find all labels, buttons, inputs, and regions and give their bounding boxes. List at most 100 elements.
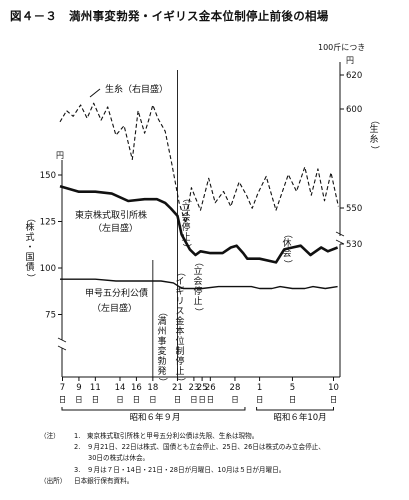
series-line-2: [60, 278, 338, 290]
labels-group: 75100125150円（株式・国債）530550600620100斤につき円（…: [25, 42, 380, 423]
x-tick-label: 10: [328, 383, 339, 393]
x-tick-label: 1: [257, 383, 262, 393]
left-tick-label: 75: [45, 311, 56, 321]
x-tick-label: 28: [230, 383, 241, 393]
x-tick-label: 18: [147, 383, 158, 393]
x-tick-label: 14: [115, 383, 126, 393]
x-tick-label: 11: [90, 383, 101, 393]
left-tick-label: 125: [40, 218, 56, 228]
svg-text:）: ）: [175, 377, 186, 386]
notes: （注） 1. 東京株式取引所株と甲号五分利公債は先限、生糸は現物。 2. ９月2…: [40, 431, 402, 487]
right-tick-label: 620: [346, 71, 362, 81]
note-2: 2. ９月21日、22日は株式、国債とも立会停止、25日、26日は株式のみ立会停…: [40, 442, 402, 453]
svg-text:変: 変: [157, 345, 166, 357]
svg-text:リ: リ: [175, 297, 184, 307]
note-3: 3. ９月は７日・14日・21日・28日が月曜日、10月は５日が月曜日。: [40, 465, 402, 476]
svg-text:止: 止: [193, 295, 202, 307]
svg-text:ス: ス: [175, 307, 184, 317]
svg-text:勃: 勃: [157, 355, 166, 367]
x-tick-label: 7: [60, 383, 65, 393]
svg-text:州: 州: [157, 326, 166, 337]
series-label-bond-scale: （左目盛）: [92, 302, 137, 314]
svg-text:発: 発: [157, 365, 166, 377]
left-axis-label: （株式・国債）: [25, 213, 36, 282]
svg-text:式: 式: [25, 231, 34, 243]
svg-text:休: 休: [282, 237, 291, 249]
svg-text:）: ）: [157, 377, 168, 386]
svg-text:立: 立: [181, 201, 190, 213]
series-label-leader: [89, 88, 101, 98]
right-axis-header: 100斤につき: [318, 42, 365, 52]
svg-text:停: 停: [181, 221, 190, 233]
right-tick-label: 530: [346, 240, 362, 250]
svg-text:・: ・: [25, 243, 34, 253]
chart: 75100125150円（株式・国債）530550600620100斤につき円（…: [25, 42, 380, 423]
right-tick-label: 600: [346, 105, 362, 115]
x-tick-label: 21: [172, 383, 183, 393]
right-axis-label: （生糸）: [369, 115, 380, 154]
x-day-marker: 日: [256, 395, 264, 404]
svg-text:（: （: [181, 193, 192, 202]
axes-group: [57, 62, 345, 411]
series-label-raw-silk: 生糸（右目盛）: [105, 83, 168, 95]
svg-text:満: 満: [157, 316, 166, 327]
x-tick-label: 16: [131, 383, 142, 393]
svg-text:会: 会: [181, 211, 190, 223]
svg-text:停: 停: [175, 355, 184, 367]
x-day-marker: 日: [133, 395, 141, 404]
left-tick-label: 150: [40, 171, 56, 181]
series-label-bond: 甲号五分利公債: [85, 287, 148, 299]
svg-text:イ: イ: [175, 277, 184, 287]
svg-text:（: （: [25, 213, 36, 222]
series-line-1: [59, 184, 339, 264]
series-group: [59, 102, 339, 290]
annotation-suspension-1: （立会停止）: [181, 193, 192, 252]
x-tick-label: 26: [205, 383, 216, 393]
x-day-marker: 日: [92, 395, 100, 404]
figure-title: 図４－３ 満州事変勃発・イギリス金本位制停止前後の相場: [10, 9, 329, 23]
svg-text:糸: 糸: [369, 133, 378, 145]
month-bracket-oct: [256, 407, 334, 411]
svg-text:（: （: [157, 307, 168, 316]
x-tick-label: 23: [188, 383, 199, 393]
source-note: （出所） 日本銀行保有資料。: [40, 476, 402, 487]
svg-text:債: 債: [25, 261, 34, 273]
svg-text:）: ）: [181, 243, 192, 252]
svg-text:本: 本: [175, 325, 184, 337]
svg-text:止: 止: [181, 231, 190, 243]
note-2-cont: 30日の株式は休会。: [40, 453, 402, 464]
x-day-marker: 日: [231, 395, 239, 404]
svg-text:位: 位: [175, 335, 184, 347]
svg-text:）: ）: [369, 145, 380, 154]
x-day-marker: 日: [207, 395, 215, 404]
x-day-marker: 日: [59, 395, 67, 404]
x-tick-label: 25: [197, 383, 208, 393]
svg-text:（: （: [282, 229, 293, 238]
x-tick-label: 9: [76, 383, 81, 393]
note-line-3: 30日の株式は休会。: [88, 454, 150, 463]
svg-text:会: 会: [282, 247, 291, 259]
x-day-marker: 日: [198, 395, 206, 404]
note-1: （注） 1. 東京株式取引所株と甲号五分利公債は先限、生糸は現物。: [40, 431, 402, 442]
svg-text:）: ）: [282, 259, 293, 268]
svg-text:立: 立: [193, 265, 202, 277]
svg-text:生: 生: [369, 123, 378, 135]
right-tick-label: 550: [346, 204, 362, 214]
svg-text:（: （: [175, 267, 186, 276]
event-label-gold-standard: （イギリス金本位制停止）: [175, 267, 186, 386]
annotation-holiday: （休会）: [282, 229, 293, 268]
source-label: （出所）: [40, 476, 67, 485]
svg-text:（: （: [369, 115, 380, 124]
x-tick-label: 5: [290, 383, 295, 393]
x-day-marker: 日: [330, 395, 338, 404]
svg-text:ギ: ギ: [175, 286, 184, 297]
note-label: （注）: [40, 432, 60, 440]
svg-text:国: 国: [25, 252, 34, 263]
x-day-marker: 日: [289, 395, 297, 404]
event-label-manchurian: （満州事変勃発）: [157, 307, 168, 386]
x-day-marker: 日: [174, 395, 182, 404]
x-day-marker: 日: [75, 395, 83, 404]
svg-text:株: 株: [25, 221, 34, 233]
svg-text:会: 会: [193, 275, 202, 287]
right-axis-unit: 円: [346, 56, 354, 65]
